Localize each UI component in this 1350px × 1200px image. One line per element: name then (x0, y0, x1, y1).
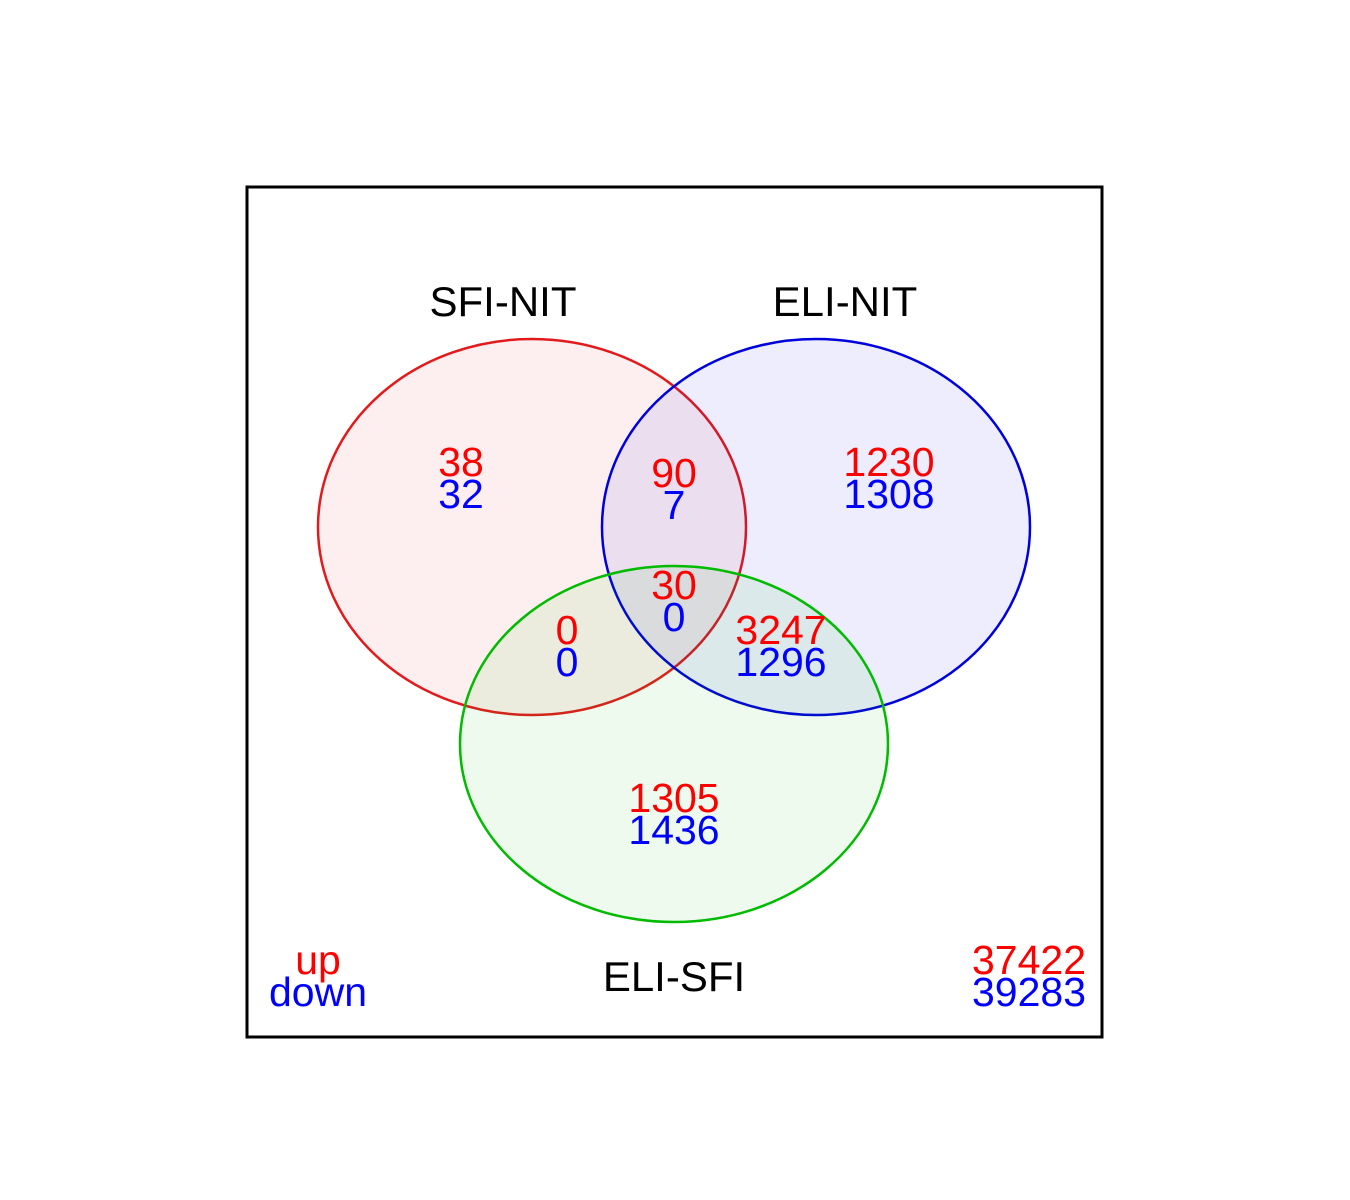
region-a-only-up: 38 (438, 439, 484, 485)
plot-frame (245, 185, 1104, 1039)
set-label-eli-sfi: ELI-SFI (603, 953, 745, 1000)
region-ab-up: 90 (651, 450, 697, 496)
region-bc-down: 1296 (735, 639, 826, 685)
region-ab-down: 7 (663, 482, 686, 528)
region-a-only-down: 32 (438, 471, 484, 517)
set-eli-nit-circle (600, 337, 1032, 717)
legend-down: down (269, 969, 367, 1015)
region-bc-up: 3247 (735, 607, 826, 653)
region-c-only-up: 1305 (628, 775, 719, 821)
region-abc-down: 0 (663, 594, 686, 640)
region-c-only-down: 1436 (628, 807, 719, 853)
set-eli-sfi-circle (458, 564, 890, 924)
legend-up: up (295, 937, 341, 983)
set-label-eli-nit: ELI-NIT (773, 278, 918, 325)
region-b-only-down: 1308 (843, 471, 934, 517)
set-label-sfi-nit: SFI-NIT (430, 278, 577, 325)
region-ac-down: 0 (556, 639, 579, 685)
region-b-only-up: 1230 (843, 439, 934, 485)
region-ac-up: 0 (556, 607, 579, 653)
region-abc-up: 30 (651, 562, 697, 608)
outside-up: 37422 (972, 937, 1086, 983)
set-sfi-nit-circle (316, 337, 748, 717)
outside-down: 39283 (972, 969, 1086, 1015)
